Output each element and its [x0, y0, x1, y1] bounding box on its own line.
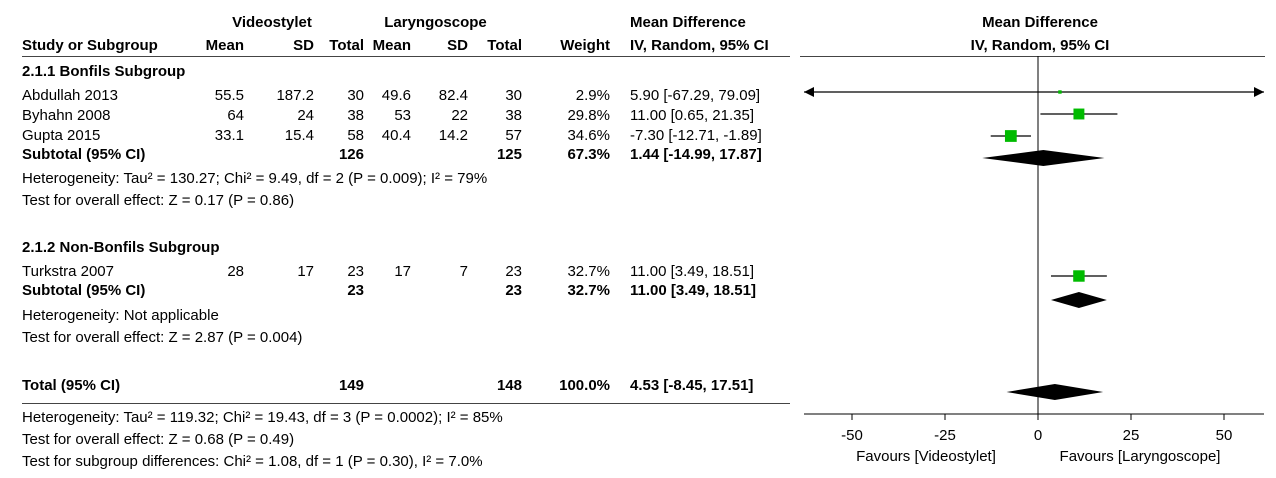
study-name: Byhahn 2008 — [22, 107, 111, 124]
total-label: Total (95% CI) — [22, 377, 121, 394]
subtotal-total1: 126 — [338, 146, 364, 163]
group1-header: Videostylet — [232, 14, 312, 31]
subgroup-title: 2.1.1 Bonfils Subgroup — [22, 63, 186, 80]
subtotal-weight: 67.3% — [567, 146, 610, 163]
sd1-col-header: SD — [293, 37, 314, 54]
weight-cell: 29.8% — [567, 107, 610, 124]
plot-header-rule — [800, 56, 1265, 57]
x-tick-label: 25 — [1123, 427, 1140, 444]
sd2-cell: 22 — [451, 107, 468, 124]
subtotal-total1: 23 — [347, 282, 364, 299]
total-heterogeneity-text: Heterogeneity: Tau² = 119.32; Chi² = 19.… — [22, 409, 503, 426]
total1-cell: 58 — [347, 127, 364, 144]
subtotal-ci: 1.44 [-14.99, 17.87] — [630, 146, 762, 163]
total-total2: 148 — [496, 377, 522, 394]
mean2-cell: 49.6 — [381, 87, 411, 104]
sd1-cell: 24 — [297, 107, 314, 124]
ci-cell: -7.30 [-12.71, -1.89] — [630, 127, 762, 144]
md-header-bottom: IV, Random, 95% CI — [630, 37, 769, 54]
subtotal-label: Subtotal (95% CI) — [22, 146, 146, 163]
md-header-top: Mean Difference — [630, 14, 746, 31]
plot-header-bottom: IV, Random, 95% CI — [970, 37, 1110, 54]
group2-header: Laryngoscope — [384, 14, 487, 31]
sd1-cell: 17 — [297, 263, 314, 280]
sd2-cell: 7 — [459, 263, 468, 280]
sd1-cell: 15.4 — [284, 127, 314, 144]
total1-cell: 23 — [347, 263, 364, 280]
overall-effect-text: Test for overall effect: Z = 0.17 (P = 0… — [22, 192, 295, 209]
study-name: Gupta 2015 — [22, 127, 101, 144]
mean1-cell: 33.1 — [214, 127, 244, 144]
mean1-cell: 64 — [227, 107, 244, 124]
pooled-diamond — [1006, 384, 1104, 400]
mean2-col-header: Mean — [372, 37, 411, 54]
mean2-cell: 17 — [394, 263, 411, 280]
overall-effect-text: Test for overall effect: Z = 2.87 (P = 0… — [22, 329, 303, 346]
subtotal-weight: 32.7% — [567, 282, 610, 299]
plot-header-top: Mean Difference — [982, 14, 1098, 31]
study-name: Turkstra 2007 — [22, 263, 114, 280]
study-name: Abdullah 2013 — [22, 87, 118, 104]
study-square — [1073, 108, 1085, 120]
mean1-col-header: Mean — [205, 37, 244, 54]
total2-cell: 23 — [505, 263, 522, 280]
subtotal-ci: 11.00 [3.49, 18.51] — [630, 282, 756, 299]
weight-cell: 34.6% — [567, 127, 610, 144]
subtotal-total2: 125 — [496, 146, 522, 163]
ci-arrow-right — [1254, 87, 1264, 97]
subtotal-total2: 23 — [505, 282, 522, 299]
study-square — [1073, 270, 1085, 282]
mean2-cell: 53 — [394, 107, 411, 124]
total2-cell: 57 — [505, 127, 522, 144]
total1-col-header: Total — [329, 37, 364, 54]
mean1-cell: 55.5 — [214, 87, 244, 104]
total2-cell: 30 — [505, 87, 522, 104]
total-overall-effect-text: Test for overall effect: Z = 0.68 (P = 0… — [22, 431, 295, 448]
sd2-cell: 14.2 — [438, 127, 468, 144]
pooled-diamond — [982, 150, 1105, 166]
sd2-col-header: SD — [447, 37, 468, 54]
total-ci: 4.53 [-8.45, 17.51] — [630, 377, 754, 394]
subtotal-label: Subtotal (95% CI) — [22, 282, 146, 299]
x-tick-label: 50 — [1216, 427, 1233, 444]
ci-cell: 11.00 [0.65, 21.35] — [630, 107, 754, 124]
x-tick-label: -50 — [841, 427, 863, 444]
study-square — [1058, 90, 1062, 94]
total2-cell: 38 — [505, 107, 522, 124]
x-tick-label: -25 — [934, 427, 956, 444]
total1-cell: 38 — [347, 107, 364, 124]
heterogeneity-text: Heterogeneity: Tau² = 130.27; Chi² = 9.4… — [22, 170, 488, 187]
favours-right-label: Favours [Laryngoscope] — [1059, 448, 1221, 465]
header-rule — [22, 56, 790, 57]
study-square — [1004, 130, 1017, 142]
sd2-cell: 82.4 — [438, 87, 468, 104]
total1-cell: 30 — [347, 87, 364, 104]
favours-left-label: Favours [Videostylet] — [856, 448, 996, 465]
ci-cell: 5.90 [-67.29, 79.09] — [630, 87, 761, 104]
weight-cell: 32.7% — [567, 263, 610, 280]
total-rule — [22, 403, 790, 404]
total2-col-header: Total — [487, 37, 522, 54]
weight-cell: 2.9% — [575, 87, 610, 104]
study-col-header: Study or Subgroup — [22, 37, 158, 54]
subgroup-differences-text: Test for subgroup differences: Chi² = 1.… — [22, 453, 483, 470]
ci-cell: 11.00 [3.49, 18.51] — [630, 263, 754, 280]
pooled-diamond — [1050, 292, 1107, 308]
ci-arrow-left — [804, 87, 814, 97]
sd1-cell: 187.2 — [276, 87, 314, 104]
mean1-cell: 28 — [227, 263, 244, 280]
total-total1: 149 — [338, 377, 364, 394]
mean2-cell: 40.4 — [381, 127, 411, 144]
heterogeneity-text: Heterogeneity: Not applicable — [22, 307, 219, 324]
x-tick-label: 0 — [1034, 427, 1042, 444]
weight-col-header: Weight — [560, 37, 610, 54]
subgroup-title: 2.1.2 Non-Bonfils Subgroup — [22, 239, 220, 256]
total-weight: 100.0% — [559, 377, 610, 394]
